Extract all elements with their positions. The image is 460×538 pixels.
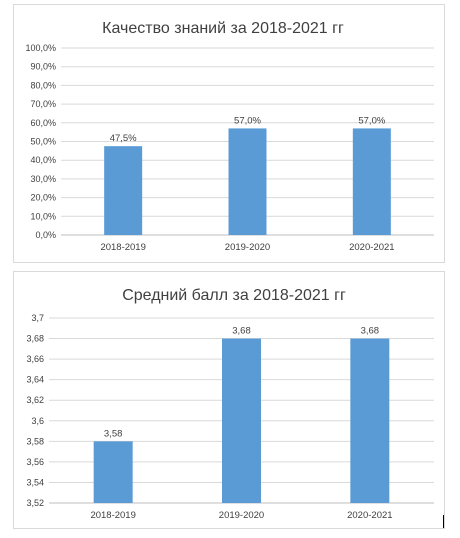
average-score-chart: Средний балл за 2018-2021 гг 3,52 3,54 3,5… xyxy=(13,271,445,529)
category-label: 2018-2019 xyxy=(100,242,145,253)
bar xyxy=(228,128,267,235)
quality-chart: Качество знаний за 2018-2021 гг 0,0% 10,0… xyxy=(13,4,445,263)
y-tick-label: 3,58 xyxy=(26,436,44,446)
y-tick-label: 60,0% xyxy=(30,118,56,128)
category-label: 2018-2019 xyxy=(90,510,135,521)
y-tick-label: 3,7 xyxy=(31,313,44,323)
average-score-chart-svg: Средний балл за 2018-2021 гг 3,523,543,5… xyxy=(26,287,434,521)
y-tick-label: 70,0% xyxy=(30,99,56,109)
data-labels: 47,5% 57,0% 57,0% xyxy=(110,115,386,144)
category-label: 2020-2021 xyxy=(349,242,394,253)
y-tick-label: 3,62 xyxy=(26,395,44,405)
category-labels: 2018-2019 2019-2020 2020-2021 xyxy=(90,510,392,521)
data-label: 3,68 xyxy=(232,326,251,337)
category-label: 2019-2020 xyxy=(225,242,270,253)
y-tick-label: 90,0% xyxy=(30,62,56,72)
y-tick-label: 80,0% xyxy=(30,80,56,90)
category-label: 2020-2021 xyxy=(347,510,392,521)
bar xyxy=(222,338,261,503)
y-tick-label: 3,66 xyxy=(26,354,44,364)
bar xyxy=(104,146,143,235)
bar xyxy=(350,338,390,503)
y-tick-label: 3,64 xyxy=(26,375,44,385)
data-labels: 3,58 3,68 3,68 xyxy=(104,326,379,440)
y-tick-label: 50,0% xyxy=(30,137,56,147)
category-labels: 2018-2019 2019-2020 2020-2021 xyxy=(100,242,394,253)
data-label: 3,68 xyxy=(361,326,380,337)
y-tick-label: 3,68 xyxy=(26,334,44,344)
y-tick-labels: 3,52 3,54 3,56 3,58 3,6 3,62 3,64 3,66 3,68 3,7 xyxy=(26,313,44,508)
y-tick-label: 3,56 xyxy=(26,457,44,467)
y-tick-labels: 0,0% 10,0% 20,0% 30,0% 40,0% 50,0% 60,0% 70,0% 8… xyxy=(25,43,56,240)
data-label: 47,5% xyxy=(110,133,137,144)
category-label: 2019-2020 xyxy=(219,510,264,521)
y-tick-label: 3,52 xyxy=(26,498,44,508)
y-tick-label: 3,6 xyxy=(31,416,44,426)
data-label: 57,0% xyxy=(234,115,261,126)
bar xyxy=(352,128,391,235)
y-tick-label: 10,0% xyxy=(30,211,56,221)
y-tick-label: 0,0% xyxy=(35,230,56,240)
y-tick-label: 100,0% xyxy=(25,43,56,53)
text-cursor xyxy=(443,515,444,528)
y-tick-label: 40,0% xyxy=(30,155,56,165)
bars xyxy=(104,128,391,235)
data-label: 3,58 xyxy=(104,428,123,439)
y-tick-label: 20,0% xyxy=(30,193,56,203)
bars xyxy=(93,338,390,503)
bar xyxy=(93,441,133,503)
data-label: 57,0% xyxy=(358,115,385,126)
y-tick-label: 30,0% xyxy=(30,174,56,184)
chart-title: Качество знаний за 2018-2021 гг xyxy=(102,20,344,37)
quality-chart-svg: Качество знаний за 2018-2021 гг 0,0% 10,0… xyxy=(25,20,434,253)
y-tick-label: 3,54 xyxy=(26,477,44,487)
chart-title: Средний балл за 2018-2021 гг xyxy=(122,287,346,304)
